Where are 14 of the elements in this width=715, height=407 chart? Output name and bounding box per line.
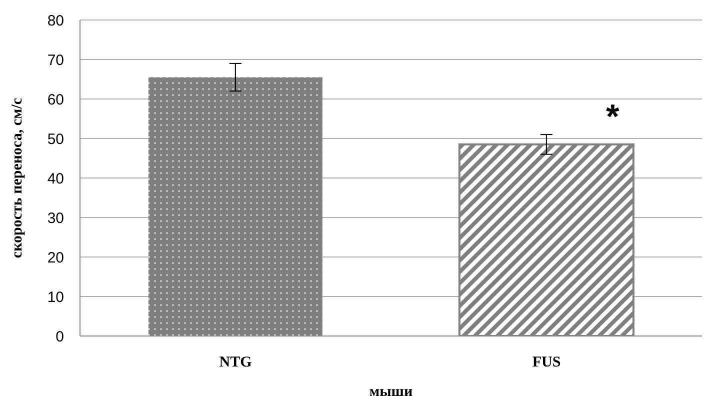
x-tick-label: NTG [219,354,252,371]
x-axis-title: мыши [369,384,413,400]
y-tick-label: 80 [47,12,64,30]
y-tick-label: 70 [47,52,64,69]
y-tick-label: 60 [47,91,64,108]
y-tick-label: 0 [56,328,64,346]
y-tick-label: 30 [47,210,64,227]
annotation: * [606,98,620,136]
y-tick-label: 20 [47,249,64,266]
y-tick-label: 40 [47,170,64,188]
y-tick-label: 50 [47,130,64,148]
y-axis-title: скорость переноса, см/с [9,98,26,258]
y-tick-label: 10 [47,288,64,306]
x-tick-label: FUS [532,354,561,371]
